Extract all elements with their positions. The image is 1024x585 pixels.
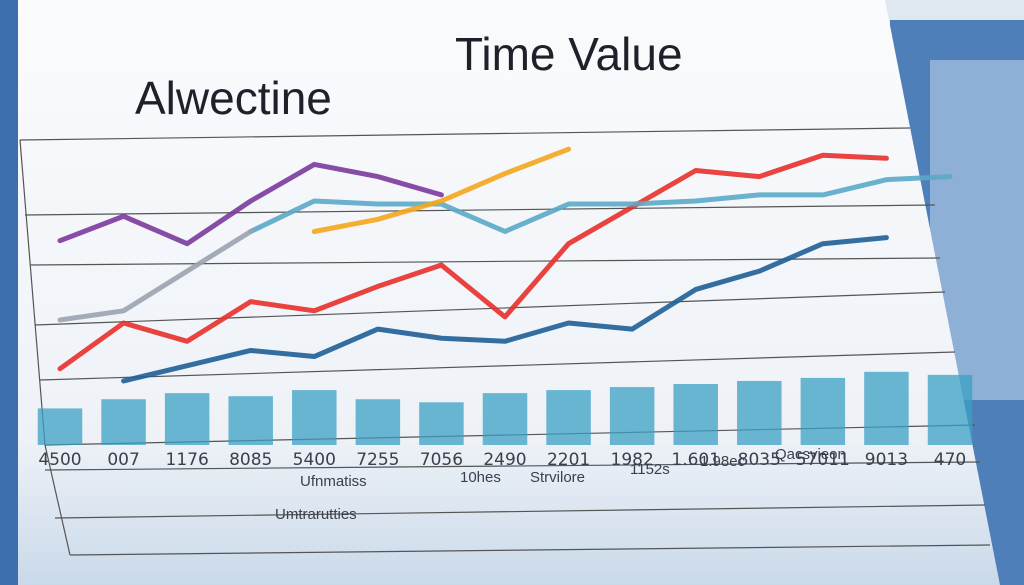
annotation: Ufnmatiss (300, 473, 367, 490)
x-tick-label: 9013 (865, 450, 908, 470)
line (248, 174, 953, 234)
x-tick-label: 8085 (229, 450, 272, 470)
x-tick-label: 5400 (293, 450, 336, 470)
x-tick-label: 2490 (483, 450, 526, 470)
annotation: 1152s (630, 461, 670, 478)
x-tick-label: 1.601 (671, 450, 720, 470)
background-edge (0, 0, 18, 585)
chart-title: Alwectine (135, 72, 332, 124)
bar (482, 393, 528, 445)
bar (164, 393, 210, 445)
x-tick-label: 470 (934, 450, 966, 470)
bar (292, 390, 337, 445)
x-tick-label: 8035 (738, 450, 781, 470)
bar (673, 384, 718, 445)
line (57, 152, 889, 372)
line (57, 229, 254, 323)
bar (864, 371, 909, 445)
annotation: Umtrarutties (275, 506, 357, 523)
x-tick-label: 2201 (547, 450, 590, 470)
annotation: 1.98ec (700, 453, 746, 470)
x-tick-label: 1176 (166, 450, 209, 470)
x-tick-label: 1982 (611, 450, 654, 470)
bar (101, 399, 146, 445)
bar (737, 380, 782, 445)
bar (419, 402, 464, 445)
line (311, 146, 572, 234)
bar (546, 390, 591, 445)
x-tick-label: 57011 (796, 450, 850, 470)
bar (228, 396, 273, 445)
bar (609, 387, 655, 445)
bar (927, 374, 973, 445)
bar (800, 377, 846, 445)
line (57, 161, 444, 247)
annotation: Qacsvieon (775, 446, 846, 463)
x-tick-label: 4500 (38, 450, 81, 470)
annotation: 10hes (460, 469, 501, 486)
annotation: Strvilore (530, 469, 585, 486)
bar (37, 408, 83, 445)
x-tick-label: 7056 (420, 450, 463, 470)
bar (355, 399, 401, 445)
line (121, 235, 889, 384)
chart-title: Time Value (455, 28, 683, 80)
x-tick-label: 7255 (356, 450, 399, 470)
x-tick-label: 007 (107, 450, 139, 470)
